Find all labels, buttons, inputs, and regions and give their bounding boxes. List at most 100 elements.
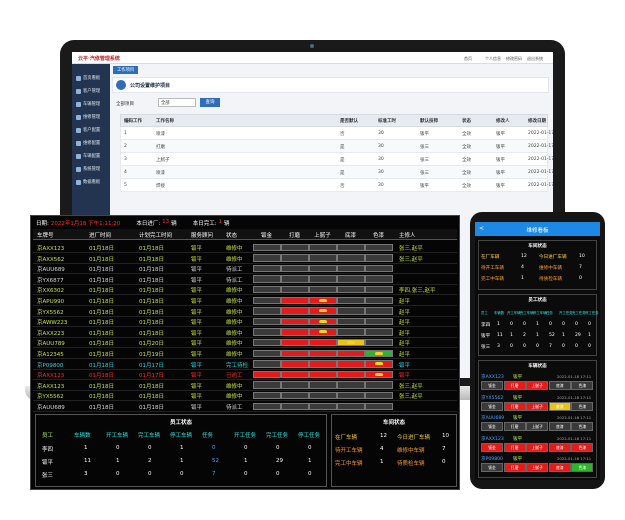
stage-cell [309, 402, 337, 410]
shop-label: 完工中车辆 [335, 461, 363, 467]
table-cell: 是 [340, 171, 345, 176]
table-cell: 全效 [462, 132, 471, 137]
row-cell: 赵平 [399, 309, 411, 316]
stage-cell [337, 370, 365, 379]
stage-cell [337, 317, 365, 326]
staff-header: 员工 [42, 433, 54, 439]
table-cell: 5 [124, 183, 127, 188]
row-cell: 01月18日 [139, 299, 164, 305]
stage-cell [337, 402, 365, 410]
row-cell: 01月18日 [89, 309, 114, 316]
stage-cell: 上腻子 [526, 463, 549, 472]
staff-cell: 0 [523, 344, 526, 349]
staff-cell: 0 [510, 322, 513, 327]
menu-item[interactable]: 客户配置 [83, 128, 101, 133]
row-cell: 钣平 [191, 330, 203, 337]
stage-cell [281, 296, 309, 304]
menu-item[interactable]: 维修管理 [83, 115, 101, 120]
staff-cell: 0 [308, 471, 312, 477]
vehicle-plate: 京AXX123 [481, 375, 504, 380]
column-header: 是否默认 [340, 119, 358, 124]
search-button[interactable]: 查询 [200, 98, 220, 107]
top-link[interactable]: 退出系统 [527, 56, 543, 61]
staff-cell: 0 [549, 322, 552, 327]
top-link[interactable]: 修改密码 [506, 56, 522, 61]
row-cell: 京YX6877 [37, 277, 64, 284]
menu-item[interactable]: 首页看板 [83, 76, 101, 81]
back-button[interactable]: < [479, 225, 485, 232]
stage-cell [253, 381, 281, 389]
staff-header: 开工车辆 [106, 433, 129, 439]
row-cell: 01月18日 [139, 267, 164, 274]
staff-cell: 0 [588, 344, 591, 349]
vehicle-advisor: 钣平 [513, 457, 523, 462]
stage-cell [309, 338, 337, 347]
row-cell: 维修中 [226, 320, 243, 327]
row-cell: 01月19日 [139, 352, 164, 358]
stage-cell [365, 338, 393, 347]
staff-header: 停工任务 [298, 433, 321, 439]
stage-cell [281, 307, 309, 315]
stage-cell [365, 391, 393, 400]
vehicle-time: 2022-01-18 17:11 [557, 435, 592, 441]
column-header: 打磨 [288, 233, 300, 239]
stage-cell [365, 307, 393, 315]
row-cell: 京AWW223 [37, 320, 68, 327]
page-title: 公司设置维护项目 [130, 83, 171, 89]
column-header: 服务顾问 [191, 233, 214, 239]
header-text: 辆 [171, 221, 177, 227]
staff-cell: 0 [510, 344, 513, 349]
table-header-row [33, 229, 457, 240]
column-header: 色漆 [372, 233, 384, 239]
staff-cell: 0 [536, 344, 539, 349]
column-header: 计划完工时间 [139, 233, 173, 239]
table-cell: 2022-01-17 [528, 183, 553, 188]
menu-item[interactable]: 车辆管理 [83, 102, 101, 107]
staff-cell: 0 [180, 471, 184, 477]
table-cell: 焊接 [156, 184, 165, 189]
row-cell: 01月18日 [89, 341, 114, 348]
header-text: 2022年1月18 下午1:11:20 [50, 221, 121, 227]
staff-cell: 52 [549, 333, 555, 338]
top-link[interactable]: 首页 [464, 56, 472, 61]
top-link[interactable]: 个人信息 [485, 56, 501, 61]
dashboard-screen: 日期: 2022年1月18 下午1:11:20 本日进厂: 13 辆本日完工: 1 辆车牌号… [30, 215, 460, 490]
stage-cell [337, 285, 365, 294]
staff-cell: 0 [308, 445, 312, 451]
vehicle-advisor: 钣平 [513, 395, 523, 401]
row-cell: 钣平 [191, 277, 203, 284]
menu-item[interactable]: 车辆配置 [83, 154, 101, 159]
shop-value: 7 [579, 265, 582, 270]
row-cell: 维修中 [226, 341, 243, 348]
staff-cell: 0 [276, 471, 280, 477]
row-cell: 01月18日 [89, 299, 114, 305]
row-cell: 维修中 [226, 309, 243, 316]
row-cell: 赵平 [399, 341, 411, 348]
row-line [33, 273, 457, 275]
tab[interactable]: 工作项目 [113, 66, 139, 74]
row-cell: 01月18日 [89, 246, 114, 252]
stage-cell [281, 391, 309, 400]
table-cell: 30 [378, 144, 384, 149]
shop-value: 10 [442, 433, 449, 439]
column-header: 标准工时 [378, 119, 396, 124]
stage-cell: 色漆 [571, 381, 594, 390]
section-title: 车辆状态 [528, 364, 547, 369]
stage-cell [337, 328, 365, 336]
table-cell: 30 [378, 183, 384, 188]
table-cell: 2022-01-17 [528, 157, 553, 162]
stage-cell [309, 349, 337, 357]
row-cell: 01月18日 [139, 309, 164, 316]
menu-item[interactable]: 数据看板 [83, 180, 101, 185]
menu-item[interactable]: 客户管理 [83, 89, 101, 94]
row-cell: 维修中 [226, 256, 243, 263]
menu-item[interactable]: 维修配置 [83, 141, 101, 146]
table-cell: 上腻子 [156, 158, 170, 163]
menu-item[interactable]: 系统管理 [83, 167, 101, 172]
car-icon [346, 340, 355, 344]
row-cell: 01月18日 [139, 256, 164, 263]
row-cell: 钣平 [399, 362, 411, 369]
table-cell: 2022-01-17 [528, 131, 553, 136]
filter-select[interactable]: 全部 [158, 98, 196, 107]
section-box [478, 294, 597, 356]
